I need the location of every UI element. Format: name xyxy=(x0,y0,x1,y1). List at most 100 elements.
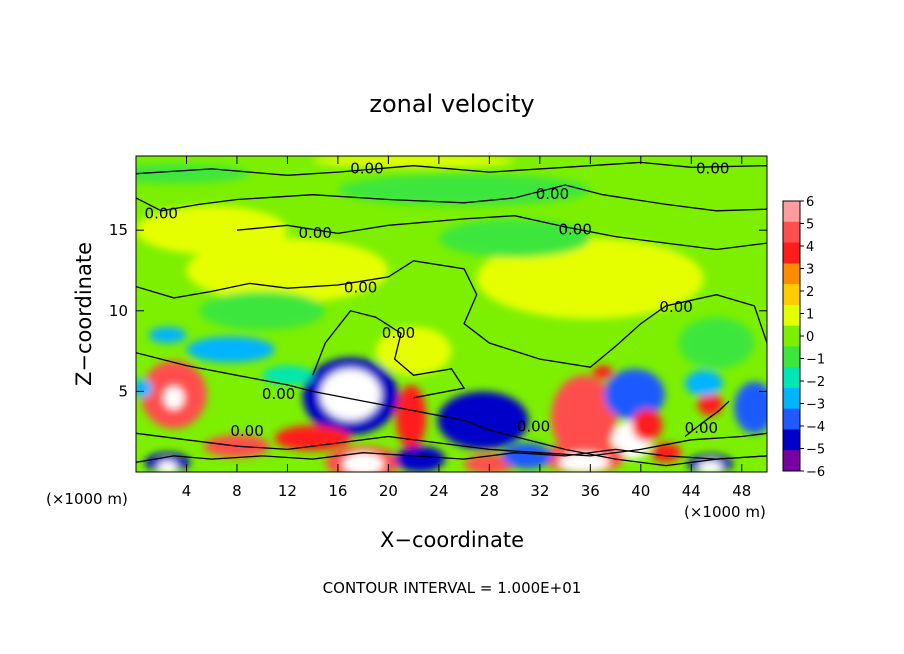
colorbar-swatch-12 xyxy=(783,450,800,472)
x-tick-label-10: 44 xyxy=(682,482,701,500)
field-blob-39 xyxy=(199,291,326,331)
x-tick-label-6: 28 xyxy=(480,482,499,500)
colorbar-swatch-2 xyxy=(783,242,800,264)
field-blob-30 xyxy=(650,442,682,463)
contour-label-10: 0.00 xyxy=(230,422,263,440)
y-axis-label: Z−coordinate xyxy=(72,242,96,386)
contour-labels: 0.00 0.00 0.00 0.00 0.00 0.00 0.00 0.00 0.00 0.00… xyxy=(145,159,730,440)
field-blob-23 xyxy=(186,336,275,363)
colorbar-swatch-0 xyxy=(783,201,800,223)
field-blob-1 xyxy=(163,386,184,410)
colorbar-label-10: −4 xyxy=(806,420,825,435)
field-blob-5 xyxy=(437,391,529,450)
x-tick-label-9: 40 xyxy=(631,482,650,500)
colorbar-label-0: 6 xyxy=(806,195,814,210)
field-blob-27 xyxy=(501,442,553,469)
colorbar-swatch-7 xyxy=(783,346,800,368)
field-blob-9 xyxy=(734,381,767,434)
contour-label-5: 0.00 xyxy=(299,224,332,242)
contour-label-7: 0.00 xyxy=(659,298,692,316)
field-blob-29 xyxy=(592,365,614,379)
colorbar-label-6: 0 xyxy=(806,330,814,345)
field-blob-41 xyxy=(678,317,755,369)
colorbar-swatch-11 xyxy=(783,429,800,451)
contour-interval-note: CONTOUR INTERVAL = 1.000E+01 xyxy=(323,579,582,597)
colorbar-swatch-3 xyxy=(783,263,800,285)
contour-label-2: 0.00 xyxy=(145,205,178,223)
colorbar: 6 5 4 3 2 1 0 −1 −2 −3 −4 −5 −6 xyxy=(782,195,825,480)
colorbar-label-5: 1 xyxy=(806,308,814,323)
x-tick-label-7: 32 xyxy=(530,482,549,500)
colorbar-swatch-10 xyxy=(783,408,800,430)
field-blob-36 xyxy=(476,238,704,319)
colorbar-label-2: 4 xyxy=(806,240,814,255)
plot-frame xyxy=(135,155,768,473)
colorbar-swatch-9 xyxy=(783,387,800,410)
contour-line-3 xyxy=(136,260,767,368)
contour-label-12: 0.00 xyxy=(685,419,718,437)
x-tick-label-0: 4 xyxy=(182,482,192,500)
field-blob-37 xyxy=(136,205,288,255)
y-tick-label-2: 15 xyxy=(109,221,128,239)
contour-line-2 xyxy=(236,215,767,251)
field-blob-8 xyxy=(604,368,665,421)
field-blob-12 xyxy=(274,425,351,452)
y-tick-label-0: 5 xyxy=(118,382,128,400)
colorbar-label-12: −6 xyxy=(806,465,825,480)
contour-line-1 xyxy=(136,184,767,212)
contour-label-3: 0.00 xyxy=(536,185,569,203)
contour-label-1: 0.00 xyxy=(696,159,729,177)
colorbar-label-3: 3 xyxy=(806,263,814,278)
contour-label-0: 0.00 xyxy=(350,159,383,177)
contour-label-11: 0.00 xyxy=(517,417,550,435)
x-tick-label-8: 36 xyxy=(581,482,600,500)
field-blob-20 xyxy=(558,452,610,472)
colorbar-label-9: −3 xyxy=(806,398,825,413)
x-axis-label: X−coordinate xyxy=(380,528,524,552)
field-blob-6 xyxy=(551,375,617,460)
field-blob-40 xyxy=(375,326,452,376)
field-blob-34 xyxy=(337,173,591,206)
contour-line-7 xyxy=(684,400,730,438)
contour-line-6 xyxy=(136,432,767,457)
field-blob-4 xyxy=(395,384,427,450)
x-tick-label-11: 48 xyxy=(732,482,751,500)
field-blob-28 xyxy=(631,409,663,442)
x-tick-label-1: 8 xyxy=(232,482,242,500)
x-tick-label-3: 16 xyxy=(328,482,347,500)
field-blob-24 xyxy=(148,326,187,344)
x-axis: 4 8 12 16 20 24 28 32 36 40 44 48 xyxy=(182,156,751,500)
colorbar-swatch-5 xyxy=(783,304,800,327)
colorbar-label-4: 2 xyxy=(806,285,814,300)
x-tick-label-2: 12 xyxy=(278,482,297,500)
field-blob-10 xyxy=(697,393,723,416)
contour-line-0 xyxy=(136,161,767,176)
x-tick-label-4: 20 xyxy=(379,482,398,500)
plot-area: 0.00 0.00 0.00 0.00 0.00 0.00 0.00 0.00 0.00 0.00… xyxy=(135,155,768,473)
contour-label-8: 0.00 xyxy=(382,324,415,342)
colorbar-swatch-6 xyxy=(783,325,800,347)
contour-line-4 xyxy=(312,310,466,399)
y-axis: 5 10 15 xyxy=(109,221,767,400)
contour-line-5 xyxy=(136,352,767,467)
contour-label-6: 0.00 xyxy=(344,279,377,297)
field-blob-14 xyxy=(342,452,384,472)
colorbar-label-7: −1 xyxy=(806,353,825,368)
field-blob-17 xyxy=(394,446,446,472)
chart-title: zonal velocity xyxy=(369,90,534,118)
x-unit-right: (×1000 m) xyxy=(684,503,766,521)
field-blob-22 xyxy=(697,460,723,472)
field-blob-38 xyxy=(438,218,591,258)
field-blob-25 xyxy=(262,365,313,385)
field-blob-16 xyxy=(157,460,178,472)
field-blobs xyxy=(136,156,767,472)
y-tick-label-1: 10 xyxy=(109,302,128,320)
colorbar-label-1: 5 xyxy=(806,218,814,233)
colorbar-swatch-1 xyxy=(783,221,800,244)
contour-lines xyxy=(136,161,767,467)
contour-label-4: 0.00 xyxy=(558,221,591,239)
colorbar-swatch-8 xyxy=(783,367,800,389)
colorbar-label-11: −5 xyxy=(806,443,825,458)
field-blob-32 xyxy=(136,164,250,184)
